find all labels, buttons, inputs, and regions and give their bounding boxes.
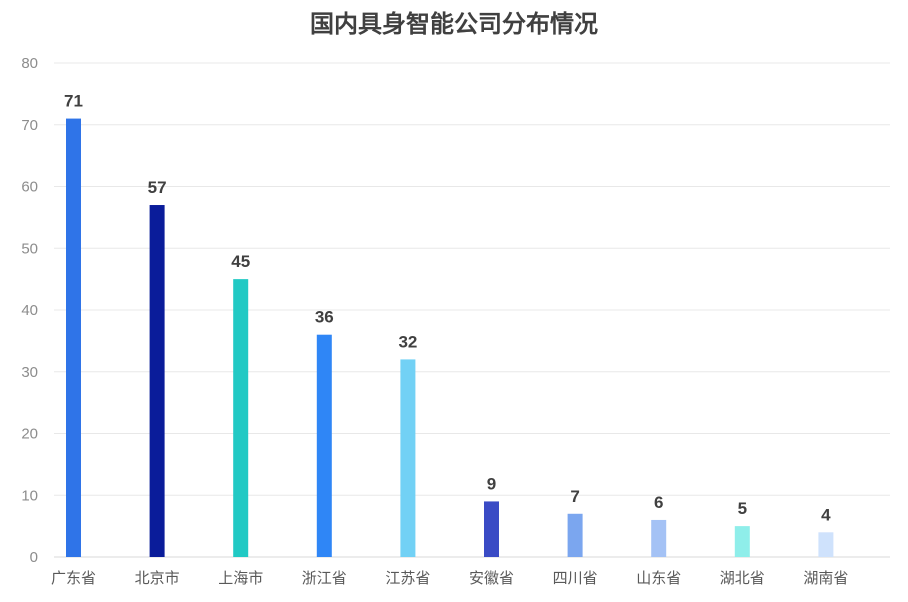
x-tick-label: 湖南省 [803, 569, 848, 587]
bar [66, 118, 81, 557]
x-tick-label: 安徽省 [469, 569, 514, 587]
data-label: 45 [231, 252, 250, 271]
data-label: 9 [487, 474, 496, 493]
x-tick-label: 北京市 [135, 569, 180, 587]
x-tick-label: 上海市 [218, 569, 263, 587]
data-label: 5 [738, 499, 747, 518]
y-tick-label: 30 [21, 364, 38, 381]
x-tick-label: 湖北省 [720, 569, 765, 587]
bar [734, 526, 750, 557]
y-tick-label: 70 [21, 117, 38, 134]
x-tick-label: 广东省 [51, 569, 96, 587]
data-label: 4 [821, 505, 831, 524]
y-tick-label: 60 [21, 179, 38, 196]
y-tick-label: 50 [21, 240, 38, 257]
labels: 0102030405060708071广东省57北京市45上海市36浙江省32江… [21, 55, 848, 587]
x-tick-label: 江苏省 [385, 569, 430, 587]
bars [66, 118, 834, 557]
y-tick-label: 20 [21, 426, 38, 443]
x-tick-label: 山东省 [636, 569, 681, 587]
y-tick-label: 40 [21, 302, 38, 319]
chart-title: 国内具身智能公司分布情况 [310, 10, 598, 38]
bar [818, 532, 834, 557]
data-label: 7 [570, 487, 579, 506]
bar [651, 519, 667, 557]
bar [316, 334, 332, 557]
gridlines [54, 62, 890, 558]
y-tick-label: 0 [30, 549, 38, 566]
x-tick-label: 四川省 [553, 569, 598, 587]
y-tick-label: 80 [21, 55, 38, 72]
bar [149, 205, 165, 557]
y-tick-label: 10 [21, 487, 38, 504]
bar [567, 513, 583, 557]
data-label: 71 [64, 92, 83, 111]
bar [233, 279, 249, 557]
x-tick-label: 浙江省 [302, 569, 347, 587]
data-label: 6 [654, 493, 663, 512]
bar [400, 359, 416, 557]
data-label: 32 [398, 332, 417, 351]
data-label: 57 [148, 178, 167, 197]
data-label: 36 [315, 308, 334, 327]
bar [484, 501, 499, 557]
